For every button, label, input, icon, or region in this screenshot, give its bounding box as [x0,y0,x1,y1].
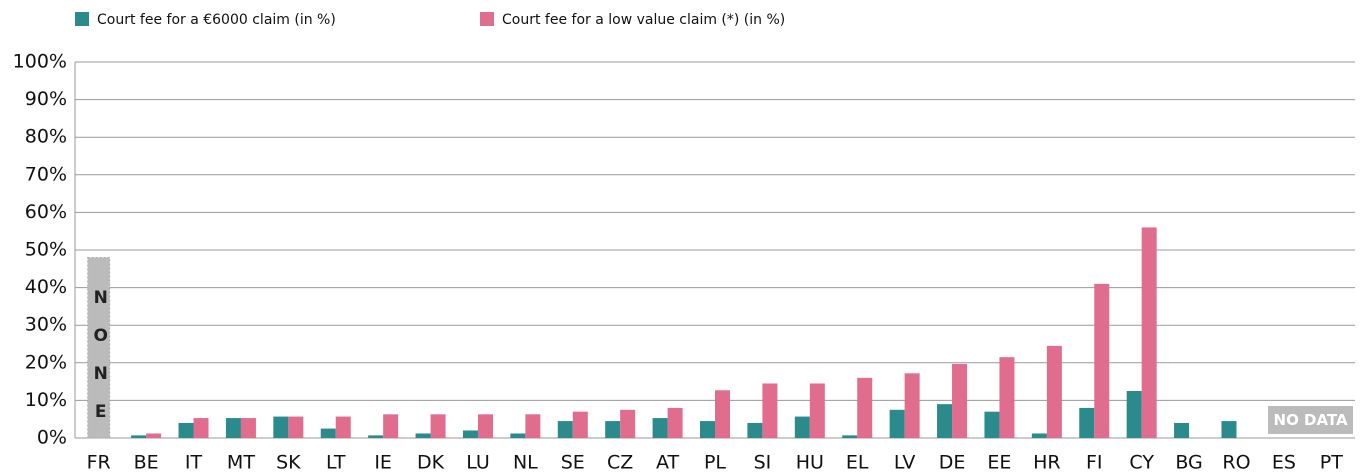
bar [225,418,241,438]
x-tick-label: LT [326,452,346,474]
bar [1141,227,1157,438]
y-tick-label: 90% [25,88,67,110]
bar [273,416,289,438]
x-tick-label: SE [561,452,585,474]
bar [368,435,384,438]
x-tick-label: AT [656,452,680,474]
bar [557,421,573,438]
y-tick-label: 10% [25,389,67,411]
bar [952,363,968,438]
x-tick-label: PT [1320,452,1343,474]
bar [240,418,256,438]
bar [605,421,621,438]
x-tick-label: DK [417,452,445,474]
x-tick-label: FI [1086,452,1103,474]
bar [842,435,858,438]
bar [809,383,825,438]
bar [889,409,905,438]
x-tick-label: CZ [607,452,633,474]
bar [904,373,920,438]
bar [510,433,526,438]
y-tick-label: 20% [25,351,67,373]
bar [146,433,162,438]
legend-swatch [480,12,494,26]
bar [999,357,1015,438]
bar [383,414,399,438]
y-tick-label: 30% [25,314,67,336]
y-tick-label: 0% [37,427,67,449]
bar [1126,391,1142,438]
none-label: NONE [90,287,111,440]
bar [747,422,763,438]
x-tick-label: ES [1272,452,1296,474]
x-tick-label: IE [374,452,392,474]
x-tick-label: DE [939,452,966,474]
legend-swatch [75,12,89,26]
x-tick-label: EL [846,452,869,474]
bar [131,435,147,438]
bar [794,416,810,438]
x-tick-label: SI [754,452,772,474]
bar [462,430,478,438]
bar [715,390,730,438]
y-tick-label: 50% [25,239,67,261]
bar [320,428,336,438]
y-tick-label: 80% [25,126,67,148]
bar [193,418,209,438]
bar [937,404,953,438]
none-box [87,257,111,439]
bar [525,414,541,438]
x-tick-label: IT [185,452,203,474]
bar [288,416,304,438]
x-tick-label: HU [796,452,824,474]
x-tick-label: NL [513,452,538,474]
x-tick-label: BE [134,452,159,474]
bar [1221,421,1237,438]
bar [762,383,778,438]
x-tick-label: PL [704,452,726,474]
legend-label: Court fee for a €6000 claim (in %) [97,12,336,28]
bar [1174,422,1190,438]
legend-label: Court fee for a low value claim (*) (in … [502,12,785,28]
no-data-label: NO DATA [1268,406,1353,434]
bar [1079,407,1095,438]
bar [984,411,1000,438]
x-tick-label: HR [1033,452,1061,474]
bar [415,433,431,438]
y-tick-label: 70% [25,163,67,185]
x-tick-label: FR [87,452,111,474]
bar [178,422,194,438]
bar [667,407,683,438]
y-tick-label: 40% [25,276,67,298]
bar [1094,283,1110,438]
bar [857,377,873,438]
x-tick-label: EE [987,452,1011,474]
bar [430,414,446,438]
x-tick-label: MT [227,452,255,474]
x-tick-label: RO [1222,452,1250,474]
bar [477,414,493,438]
y-tick-label: 60% [25,201,67,223]
bar [335,416,351,438]
bar [652,418,668,438]
x-tick-label: BG [1175,452,1202,474]
y-tick-label: 100% [13,51,67,73]
x-tick-label: CY [1129,452,1154,474]
bar [572,411,588,438]
bar [1046,345,1062,438]
bar [1031,433,1047,438]
x-tick-label: LV [894,452,916,474]
x-tick-label: SK [276,452,301,474]
bar [700,421,715,438]
x-tick-label: LU [466,452,490,474]
bar [620,409,636,438]
